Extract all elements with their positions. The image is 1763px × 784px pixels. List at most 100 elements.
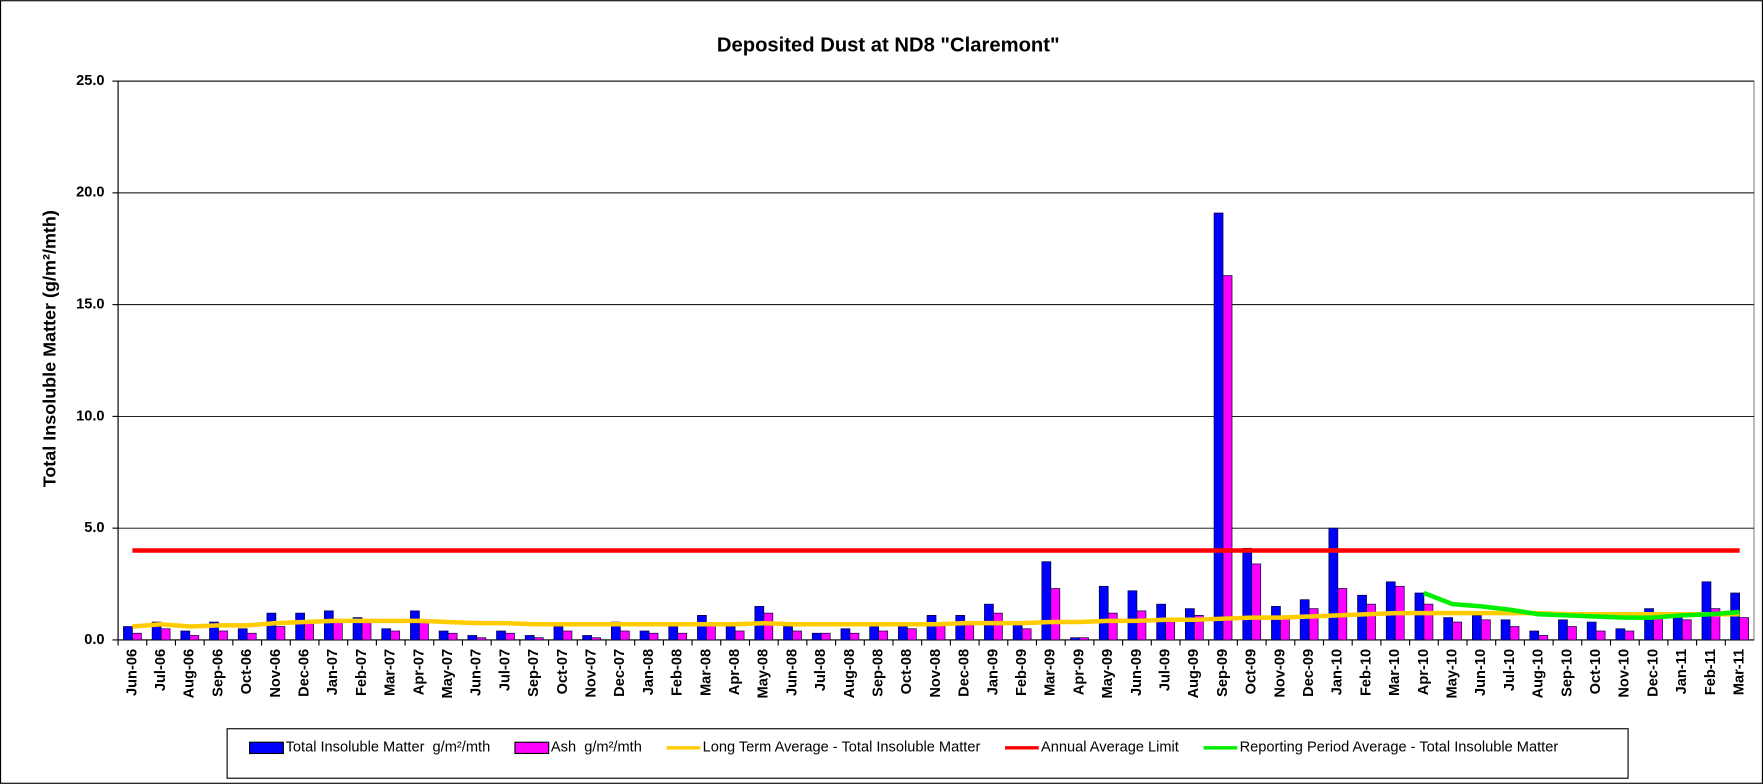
bar — [295, 612, 305, 641]
y-tick-label: 10.0 — [76, 408, 104, 424]
x-tick-label: Jun-07 — [469, 649, 485, 696]
bar — [1558, 619, 1568, 641]
bar — [935, 623, 946, 641]
x-tick-label: Feb-11 — [1703, 649, 1719, 695]
bar — [1070, 637, 1080, 641]
bar — [419, 621, 429, 641]
bar — [869, 626, 879, 641]
bar — [1308, 608, 1319, 641]
bar — [1280, 617, 1290, 641]
x-tick-label: Jul-09 — [1157, 649, 1173, 691]
legend-label: Ash g/m²/mth — [551, 740, 642, 756]
x-tick-label: Mar-09 — [1043, 649, 1059, 696]
x-tick-label: Sep-09 — [1215, 649, 1231, 697]
bar — [467, 635, 478, 641]
bar — [1079, 637, 1089, 641]
bar — [840, 628, 851, 641]
bar — [1739, 617, 1749, 641]
bar — [639, 630, 650, 641]
x-tick-label: Feb-09 — [1014, 649, 1030, 696]
bar — [1366, 603, 1376, 641]
x-tick-label: Nov-09 — [1272, 649, 1288, 698]
bar — [1509, 626, 1520, 641]
bar — [1595, 630, 1606, 641]
legend-label: Annual Average Limit — [1041, 740, 1179, 756]
bar — [1012, 623, 1023, 641]
bar — [820, 632, 831, 641]
y-tick-label: 25.0 — [76, 73, 104, 89]
bar — [955, 614, 966, 641]
bar — [1500, 619, 1511, 641]
bar — [783, 626, 793, 641]
bar — [160, 628, 171, 641]
bar — [1328, 527, 1339, 641]
y-tick-label: 20.0 — [76, 185, 104, 201]
x-tick-label: Mar-08 — [698, 649, 714, 696]
bar — [1681, 619, 1692, 641]
bar — [878, 630, 888, 641]
legend-label: Long Term Average - Total Insoluble Matt… — [703, 740, 981, 756]
x-tick-label: Sep-08 — [870, 649, 886, 697]
bar — [619, 630, 630, 641]
x-tick-label: Oct-09 — [1244, 649, 1260, 694]
bar — [706, 623, 716, 641]
bar — [218, 630, 228, 641]
bar — [1586, 621, 1597, 641]
x-tick-label: Nov-08 — [928, 649, 944, 698]
x-tick-label: May-10 — [1445, 649, 1461, 699]
bar — [1538, 635, 1549, 641]
x-tick-label: May-08 — [756, 649, 772, 699]
x-tick-label: Jan-09 — [985, 649, 1001, 695]
x-tick-label: Aug-08 — [842, 649, 858, 699]
legend-box — [226, 728, 1629, 779]
bar — [849, 632, 860, 641]
bar — [582, 635, 592, 641]
x-tick-label: Nov-10 — [1617, 649, 1633, 698]
y-tick-label: 0.0 — [84, 632, 104, 648]
x-tick-label: Jun-08 — [784, 649, 800, 696]
chart-title: Deposited Dust at ND8 "Claremont" — [717, 35, 1060, 57]
bar — [1194, 614, 1204, 641]
x-tick-label: Dec-08 — [957, 649, 973, 697]
bar — [926, 614, 937, 641]
bar — [1021, 628, 1032, 641]
x-tick-label: Jun-10 — [1473, 649, 1489, 696]
x-tick-label: Apr-07 — [411, 649, 427, 695]
bar — [1107, 612, 1118, 641]
x-tick-label: May-07 — [440, 649, 456, 699]
x-tick-label: Feb-07 — [354, 649, 370, 696]
bar — [438, 630, 449, 641]
bar — [1165, 619, 1175, 641]
bar — [1624, 630, 1635, 641]
x-tick-label: Jul-10 — [1502, 649, 1518, 691]
bar — [447, 632, 458, 641]
x-tick-label: Nov-07 — [583, 649, 599, 698]
bar — [390, 630, 401, 641]
x-tick-label: Aug-06 — [182, 649, 198, 699]
bar — [1271, 606, 1281, 641]
x-tick-label: Dec-07 — [612, 649, 628, 697]
bar — [505, 632, 515, 641]
bar — [792, 630, 802, 641]
y-axis-title: Total Insoluble Matter (g/m²/mth) — [39, 210, 59, 487]
bar — [1615, 628, 1626, 641]
x-tick-label: Sep-07 — [526, 649, 542, 697]
bar — [524, 635, 535, 641]
bar — [1098, 585, 1109, 641]
bar — [964, 623, 975, 641]
x-tick-label: Jan-07 — [325, 649, 341, 695]
bar — [1041, 561, 1052, 641]
bar — [237, 628, 248, 641]
x-tick-label: Feb-08 — [670, 649, 686, 696]
bar — [906, 628, 917, 641]
x-tick-label: Oct-10 — [1588, 649, 1604, 694]
x-tick-label: Aug-09 — [1186, 649, 1202, 699]
bar — [1443, 617, 1453, 641]
y-tick-label: 5.0 — [84, 520, 104, 536]
bar — [1472, 614, 1482, 641]
bar — [993, 612, 1003, 641]
bar — [1672, 617, 1683, 641]
x-tick-label: Dec-09 — [1301, 649, 1317, 697]
x-tick-label: Jun-09 — [1129, 649, 1145, 696]
bar — [1299, 599, 1310, 641]
